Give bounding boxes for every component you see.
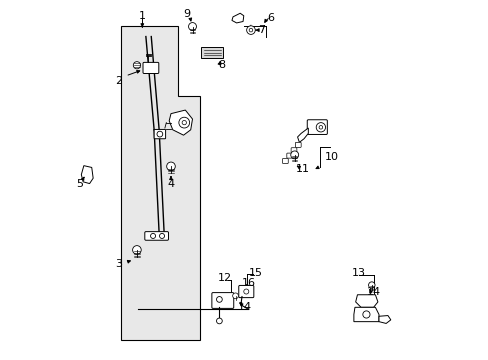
Text: 5: 5	[76, 179, 83, 189]
Circle shape	[216, 297, 222, 302]
FancyBboxPatch shape	[142, 62, 159, 73]
Circle shape	[188, 23, 196, 31]
Text: 7: 7	[258, 25, 264, 35]
Circle shape	[216, 318, 222, 324]
FancyBboxPatch shape	[238, 285, 253, 298]
Polygon shape	[378, 316, 390, 323]
Text: 15: 15	[248, 267, 263, 278]
Circle shape	[157, 131, 163, 137]
Polygon shape	[231, 13, 244, 23]
FancyBboxPatch shape	[282, 158, 287, 163]
Text: 2: 2	[115, 76, 122, 86]
FancyBboxPatch shape	[211, 293, 233, 309]
Circle shape	[246, 26, 255, 35]
Text: 4: 4	[167, 179, 174, 189]
Text: 12: 12	[217, 273, 231, 283]
Circle shape	[133, 62, 140, 69]
Circle shape	[166, 162, 175, 171]
Polygon shape	[81, 166, 93, 184]
Circle shape	[368, 282, 374, 288]
Text: 14: 14	[237, 302, 251, 312]
Polygon shape	[121, 26, 199, 339]
Polygon shape	[169, 110, 192, 135]
FancyBboxPatch shape	[290, 148, 296, 153]
Text: 8: 8	[218, 59, 225, 69]
Circle shape	[244, 289, 248, 294]
Text: 10: 10	[324, 152, 338, 162]
FancyBboxPatch shape	[306, 120, 326, 134]
Polygon shape	[297, 128, 308, 142]
Circle shape	[132, 246, 141, 254]
Text: 1: 1	[139, 11, 145, 21]
Text: 13: 13	[351, 267, 366, 278]
FancyBboxPatch shape	[144, 231, 168, 240]
Circle shape	[290, 151, 298, 159]
Circle shape	[179, 117, 189, 128]
Polygon shape	[355, 295, 377, 307]
FancyBboxPatch shape	[154, 130, 165, 139]
Circle shape	[249, 28, 252, 32]
Text: 3: 3	[115, 259, 122, 269]
FancyBboxPatch shape	[286, 153, 292, 158]
Circle shape	[232, 293, 238, 299]
Text: 9: 9	[183, 9, 190, 19]
Polygon shape	[353, 307, 378, 321]
Text: 16: 16	[242, 278, 256, 288]
FancyBboxPatch shape	[295, 142, 301, 147]
Circle shape	[182, 121, 186, 125]
Circle shape	[316, 123, 325, 132]
Polygon shape	[201, 47, 223, 58]
Text: 6: 6	[267, 13, 274, 23]
Circle shape	[319, 126, 322, 129]
Circle shape	[150, 233, 155, 238]
Circle shape	[362, 311, 369, 318]
Circle shape	[159, 233, 164, 238]
Text: 14: 14	[366, 287, 380, 297]
Text: 11: 11	[295, 163, 309, 174]
